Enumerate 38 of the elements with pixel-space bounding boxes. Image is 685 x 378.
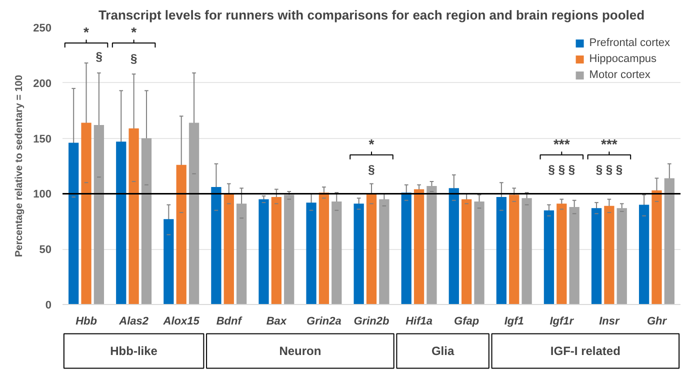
x-tick-label: Insr xyxy=(599,316,620,328)
annotation: *** xyxy=(553,136,570,152)
annotation: § xyxy=(96,49,103,64)
annotation: * xyxy=(131,24,138,40)
y-tick-label: 0 xyxy=(45,300,52,312)
legend-label: Prefrontal cortex xyxy=(589,37,670,49)
text: Glia xyxy=(431,344,454,358)
text: Hbb-like xyxy=(110,344,158,358)
text: Neuron xyxy=(279,344,322,358)
x-tick-label: Hbb xyxy=(76,316,98,328)
y-tick-label: 100 xyxy=(33,188,52,201)
x-tick-label: Alas2 xyxy=(118,316,148,328)
x-tick-label: Gfap xyxy=(454,316,480,328)
y-tick-label: 250 xyxy=(33,22,52,34)
annotation: * xyxy=(84,24,90,40)
annotation: § xyxy=(368,162,376,176)
legend-label: Motor cortex xyxy=(589,69,650,81)
x-tick-label: Igf1r xyxy=(550,316,574,328)
x-tick-label: Bax xyxy=(266,316,288,328)
x-tick-label: Grin2a xyxy=(306,316,342,328)
annotation: § § § xyxy=(596,162,623,176)
chart-title: Transcript levels for runners with comparisons for each region and brain regions pooled xyxy=(98,8,645,22)
x-tick-label: Igf1 xyxy=(504,316,524,328)
x-tick-label: Ghr xyxy=(646,316,668,328)
x-tick-label: Bdnf xyxy=(216,316,243,328)
annotation: § xyxy=(130,52,138,66)
annotation: * xyxy=(368,136,375,152)
annotation: § § § xyxy=(548,162,576,176)
y-axis-title: Percentage relative to sedentary = 100 xyxy=(14,74,26,258)
x-tick-label: Hif1a xyxy=(406,316,432,328)
y-tick-label: 200 xyxy=(33,78,52,90)
annotation: *** xyxy=(601,136,618,152)
x-tick-label: Alox15 xyxy=(162,316,200,328)
legend-label: Hippocampus xyxy=(589,53,657,65)
y-tick-label: 50 xyxy=(39,244,52,256)
x-tick-label: Grin2b xyxy=(354,316,390,328)
y-tick-label: 150 xyxy=(33,133,52,146)
text: IGF-I related xyxy=(550,344,620,358)
